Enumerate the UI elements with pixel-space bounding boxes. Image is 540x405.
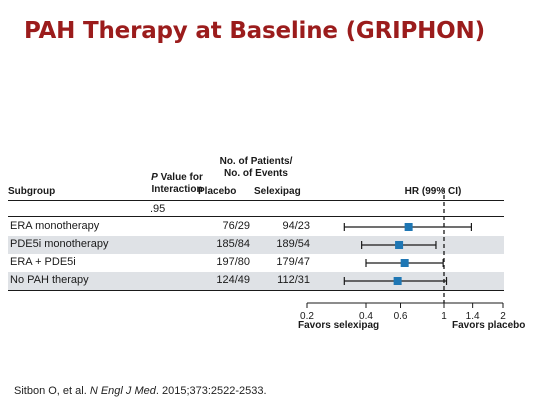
x-tick-label: 1 <box>441 311 447 322</box>
header-p-letter: P <box>151 172 158 183</box>
hr-marker <box>400 259 409 267</box>
citation-journal: N Engl J Med <box>89 385 156 397</box>
row-subgroup: ERA + PDE5i <box>10 256 76 268</box>
header-npe-line1: No. of Patients/ <box>219 156 293 167</box>
header-p-line2: Interaction <box>151 184 203 195</box>
favors-placebo-label: Favors placebo <box>452 320 526 331</box>
header-p-line1: Value for <box>157 172 203 183</box>
row-subgroup: PDE5i monotherapy <box>10 238 109 250</box>
header-patients-events: No. of Patients/ No. of Events <box>196 156 316 180</box>
row-selexipag: 112/31 <box>277 274 310 286</box>
pvalue-divider <box>8 216 504 217</box>
row-selexipag: 189/54 <box>276 238 310 250</box>
citation: Sitbon O, et al. N Engl J Med. 2015;373:… <box>14 385 267 397</box>
citation-details: . 2015;373:2522-2533. <box>155 385 267 397</box>
interaction-p-value: .95 <box>150 203 166 215</box>
favors-selexipag-label: Favors selexipag <box>298 320 380 331</box>
x-tick-label: 0.6 <box>394 311 408 322</box>
x-tick-label: 1.4 <box>466 311 480 322</box>
table-bottom-rule <box>8 290 504 291</box>
row-placebo: 185/84 <box>216 238 250 250</box>
header-npe-line2: No. of Events <box>224 168 288 179</box>
table-row: PDE5i monotherapy 185/84 189/54 <box>8 236 504 254</box>
header-hr: HR (99% CI) <box>404 186 462 197</box>
table-row: No PAH therapy 124/49 112/31 <box>8 272 504 290</box>
table-row: ERA monotherapy 76/29 94/23 <box>8 218 504 236</box>
header-subgroup: Subgroup <box>8 186 56 197</box>
row-subgroup: ERA monotherapy <box>10 220 100 232</box>
x-tick-label: 0.2 <box>300 311 314 322</box>
row-subgroup: No PAH therapy <box>10 274 89 286</box>
table-row: ERA + PDE5i 197/80 179/47 <box>8 254 504 272</box>
hr-marker <box>404 223 413 231</box>
row-placebo: 124/49 <box>216 274 250 286</box>
row-selexipag: 94/23 <box>282 220 310 232</box>
row-placebo: 76/29 <box>222 220 250 232</box>
slide-title: PAH Therapy at Baseline (GRIPHON) <box>24 18 485 44</box>
x-tick-label: 0.4 <box>359 311 373 322</box>
header-placebo: Placebo <box>198 186 237 197</box>
header-p-value: P Value for Interaction <box>134 172 220 196</box>
row-selexipag: 179/47 <box>276 256 310 268</box>
row-placebo: 197/80 <box>216 256 250 268</box>
x-tick-label: 2 <box>500 311 506 322</box>
header-divider <box>8 200 504 201</box>
hr-marker <box>393 277 402 285</box>
citation-authors: Sitbon O, et al. <box>14 385 90 397</box>
header-selexipag: Selexipag <box>254 186 301 197</box>
hr-marker <box>395 241 404 249</box>
